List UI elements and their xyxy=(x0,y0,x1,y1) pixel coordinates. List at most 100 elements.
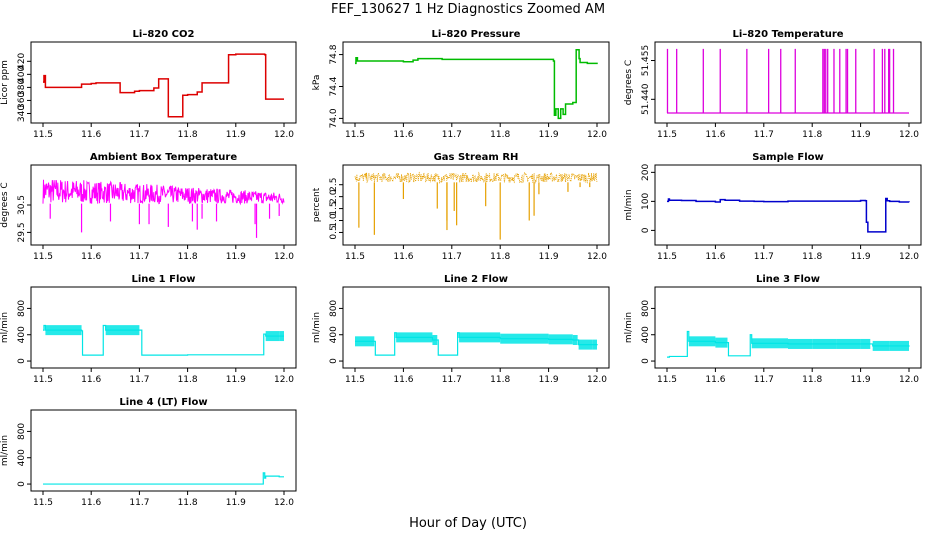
x-tick-label: 11.9 xyxy=(539,130,559,140)
y-tick-label: 200 xyxy=(641,163,651,180)
noise-band xyxy=(889,340,909,351)
x-tick-label: 12.0 xyxy=(274,252,294,262)
y-tick-label: 2.5 xyxy=(329,178,339,192)
x-tick-label: 11.9 xyxy=(851,375,871,385)
noise-band xyxy=(788,338,813,349)
x-tick-label: 11.9 xyxy=(226,498,246,508)
x-tick-label: 11.5 xyxy=(345,130,365,140)
y-tick-label: 360 xyxy=(17,92,27,109)
y-tick-label: 51.440 xyxy=(641,83,651,115)
panel-7: Line 1 Flow ml/min 11.5 11.6 11.7 11.8 11.9 12.… xyxy=(0,274,297,385)
x-tick-label: 11.8 xyxy=(802,252,822,262)
x-tick-label: 12.0 xyxy=(274,130,294,140)
panel-title: Ambient Box Temperature xyxy=(90,152,237,163)
panel-title: Li–820 CO2 xyxy=(133,29,195,40)
y-axis-label: ml/min xyxy=(624,189,634,220)
y-tick-label: 29.5 xyxy=(17,222,27,242)
main-title: FEF_130627 1 Hz Diagnostics Zoomed AM xyxy=(330,2,606,17)
x-tick-label: 12.0 xyxy=(899,130,919,140)
noise-band xyxy=(105,325,140,336)
panel-10: Line 4 (LT) Flow ml/min 11.5 11.6 11.7 11.8 11… xyxy=(0,397,297,508)
x-tick-label: 11.5 xyxy=(33,130,53,140)
y-tick-label: 0 xyxy=(641,358,651,364)
panel-3: Li–820 Temperature degrees C 11.5 11.6 11.7 1… xyxy=(624,29,922,140)
x-tick-label: 11.6 xyxy=(81,130,101,140)
panel-2: Li–820 Pressure kPa 11.5 11.6 11.7 11.8 11.9 12… xyxy=(312,29,610,140)
data-series-line xyxy=(43,53,284,118)
x-tick-label: 11.7 xyxy=(442,130,462,140)
y-tick-label: 400 xyxy=(17,449,27,466)
noise-band xyxy=(572,335,578,345)
data-series-line xyxy=(667,197,910,233)
y-tick-label: 800 xyxy=(17,300,27,317)
plot-area xyxy=(43,472,284,485)
panel-title: Line 1 Flow xyxy=(132,274,196,285)
x-tick-label: 11.9 xyxy=(539,252,559,262)
x-tick-label: 11.9 xyxy=(851,252,871,262)
plot-frame xyxy=(342,286,610,369)
y-tick-label: 340 xyxy=(17,105,27,122)
panel-8: Line 2 Flow ml/min 11.5 11.6 11.7 11.8 11.9 12.… xyxy=(312,274,610,385)
x-tick-label: 11.9 xyxy=(539,375,559,385)
x-tick-label: 11.8 xyxy=(490,375,510,385)
data-series-line xyxy=(355,49,598,120)
x-tick-label: 11.6 xyxy=(705,375,725,385)
x-tick-label: 11.5 xyxy=(33,375,53,385)
plot-area xyxy=(667,330,910,358)
x-tick-label: 11.7 xyxy=(129,252,149,262)
x-tick-label: 12.0 xyxy=(274,498,294,508)
noise-band xyxy=(860,338,871,349)
x-tick-label: 11.8 xyxy=(490,130,510,140)
noise-band xyxy=(355,336,375,347)
noise-band xyxy=(396,332,433,343)
y-tick-label: 400 xyxy=(17,326,27,343)
y-tick-label: 74.0 xyxy=(329,108,339,128)
y-tick-label: 0 xyxy=(329,358,339,364)
plot-area xyxy=(667,197,910,233)
x-tick-label: 11.9 xyxy=(226,130,246,140)
x-tick-label: 11.8 xyxy=(178,498,198,508)
x-tick-label: 11.5 xyxy=(345,375,365,385)
x-tick-label: 11.6 xyxy=(393,375,413,385)
y-tick-label: 400 xyxy=(17,65,27,82)
panel-title: Li–820 Pressure xyxy=(432,29,521,40)
panel-1: Li–820 CO2 Licor ppm 11.5 11.6 11.7 11.8 11.9 1… xyxy=(0,29,297,140)
noise-band xyxy=(432,335,438,345)
x-axis-title: Hour of Day (UTC) xyxy=(409,516,527,531)
x-tick-label: 11.5 xyxy=(33,498,53,508)
y-tick-label: 51.455 xyxy=(641,45,651,77)
x-tick-label: 11.5 xyxy=(33,252,53,262)
x-tick-label: 11.8 xyxy=(178,252,198,262)
plot-frame xyxy=(342,41,610,124)
y-axis-label: ml/min xyxy=(312,312,322,343)
x-tick-label: 11.6 xyxy=(81,375,101,385)
panel-9: Line 3 Flow ml/min 11.5 11.6 11.7 11.8 11.9 12.… xyxy=(624,274,922,385)
x-tick-label: 11.5 xyxy=(345,252,365,262)
x-tick-label: 11.6 xyxy=(705,130,725,140)
x-tick-label: 11.6 xyxy=(393,252,413,262)
y-tick-label: 400 xyxy=(329,326,339,343)
noise-band xyxy=(265,331,280,342)
y-axis-label: kPa xyxy=(312,75,322,91)
x-tick-label: 11.9 xyxy=(226,252,246,262)
y-tick-label: 30.5 xyxy=(17,195,27,215)
x-tick-label: 12.0 xyxy=(274,375,294,385)
data-series-line xyxy=(667,330,910,358)
y-axis-label: ml/min xyxy=(0,312,10,343)
y-tick-label: 2.0 xyxy=(329,189,339,204)
x-tick-label: 11.7 xyxy=(129,130,149,140)
plot-area xyxy=(354,171,598,240)
panel-5: Gas Stream RH percent 11.5 11.6 11.7 11.8 11.9… xyxy=(312,152,610,262)
x-tick-label: 11.6 xyxy=(705,252,725,262)
x-tick-label: 12.0 xyxy=(587,130,607,140)
plot-frame xyxy=(30,409,297,492)
plot-area xyxy=(666,48,909,114)
y-tick-label: 0 xyxy=(17,358,27,364)
x-tick-label: 11.7 xyxy=(754,252,774,262)
panel-4: Ambient Box Temperature degrees C 11.5 11.6… xyxy=(0,152,297,262)
y-tick-label: 1.0 xyxy=(329,213,339,228)
y-tick-label: 380 xyxy=(17,79,27,96)
data-band xyxy=(354,171,598,184)
noise-band xyxy=(500,333,549,344)
x-tick-label: 11.7 xyxy=(129,375,149,385)
